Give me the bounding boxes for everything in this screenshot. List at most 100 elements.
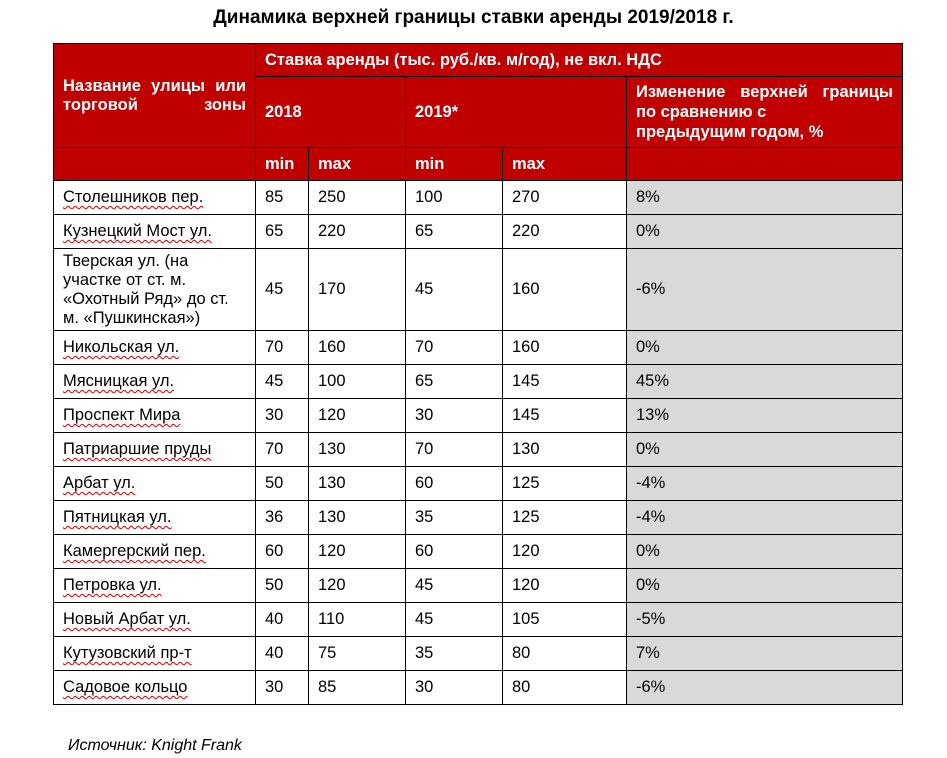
street-name-cell: Кузнецкий Мост ул. (53, 214, 256, 249)
max-2018-header: max (308, 147, 406, 181)
min-2019-cell: 35 (405, 500, 503, 535)
change-cell: 0% (625, 534, 904, 569)
change-cell: -4% (625, 500, 904, 535)
street-name-cell: Петровка ул. (53, 568, 256, 603)
min-2018-cell: 85 (255, 180, 309, 215)
min-2019-cell: 30 (405, 398, 503, 433)
source-note: Источник: Knight Frank (68, 737, 242, 754)
max-2018-cell: 120 (308, 534, 406, 569)
min-2019-cell: 65 (405, 214, 503, 249)
max-2019-cell: 160 (502, 248, 627, 331)
table-row: Столешников пер. 85 250 100 270 8% (53, 180, 904, 215)
street-name-text: Патриаршие пруды (63, 440, 212, 458)
min-2019-cell: 35 (405, 636, 503, 671)
street-name-text: Арбат ул. (63, 474, 136, 492)
max-2018-cell: 170 (308, 248, 406, 331)
min-2019-cell: 45 (405, 248, 503, 331)
street-name-text: Камергерский пер. (63, 542, 206, 560)
change-cell: 7% (625, 636, 904, 671)
street-name-text: Новый Арбат ул. (63, 610, 191, 628)
year-2019-header: 2019* (405, 76, 627, 148)
min-2019-cell: 70 (405, 432, 503, 467)
change-cell: 0% (625, 214, 904, 249)
min-2019-cell: 60 (405, 466, 503, 501)
max-2019-cell: 80 (502, 670, 627, 705)
min-2019-cell: 65 (405, 364, 503, 399)
max-2019-cell: 130 (502, 432, 627, 467)
change-subheader-empty (625, 147, 904, 181)
change-header: Изменение верхней границы по сравнению с… (625, 76, 904, 148)
min-2019-cell: 45 (405, 602, 503, 637)
min-2019-header: min (405, 147, 503, 181)
street-name-cell: Новый Арбат ул. (53, 602, 256, 637)
street-name-text: Садовое кольцо (63, 678, 188, 696)
change-cell: -5% (625, 602, 904, 637)
table-row: Мясницкая ул. 45 100 65 145 45% (53, 364, 904, 399)
min-2018-cell: 40 (255, 636, 309, 671)
street-name-cell: Арбат ул. (53, 466, 256, 501)
min-2018-cell: 70 (255, 432, 309, 467)
street-name-cell: Мясницкая ул. (53, 364, 256, 399)
street-subheader-empty (53, 147, 256, 181)
max-2018-cell: 130 (308, 466, 406, 501)
table-row: Проспект Мира 30 120 30 145 13% (53, 398, 904, 433)
max-2019-cell: 80 (502, 636, 627, 671)
street-name-text: Проспект Мира (63, 406, 181, 424)
street-name-text: Кутузовский пр-т (63, 644, 192, 662)
table-row: Никольская ул. 70 160 70 160 0% (53, 330, 904, 365)
max-2019-cell: 120 (502, 534, 627, 569)
min-2018-cell: 50 (255, 466, 309, 501)
max-2018-cell: 120 (308, 568, 406, 603)
table-row: Петровка ул. 50 120 45 120 0% (53, 568, 904, 603)
change-cell: 8% (625, 180, 904, 215)
street-name-cell: Кутузовский пр-т (53, 636, 256, 671)
min-2019-cell: 70 (405, 330, 503, 365)
max-2018-cell: 250 (308, 180, 406, 215)
street-name-cell: Тверская ул. (на участке от ст. м. «Охот… (53, 248, 256, 331)
min-2018-cell: 45 (255, 248, 309, 331)
min-2019-cell: 60 (405, 534, 503, 569)
max-2019-cell: 145 (502, 398, 627, 433)
street-header: Название улицы или торговой зоны (53, 43, 256, 148)
max-2019-cell: 220 (502, 214, 627, 249)
street-name-text: Никольская ул. (63, 338, 180, 356)
street-name-cell: Проспект Мира (53, 398, 256, 433)
max-2019-cell: 125 (502, 500, 627, 535)
min-2018-cell: 70 (255, 330, 309, 365)
table-row: Пятницкая ул. 36 130 35 125 -4% (53, 500, 904, 535)
min-2018-cell: 36 (255, 500, 309, 535)
street-name-text: Пятницкая ул. (63, 508, 172, 526)
change-cell: 0% (625, 568, 904, 603)
change-cell: 0% (625, 432, 904, 467)
max-2019-cell: 160 (502, 330, 627, 365)
street-name-text: Столешников пер. (63, 188, 204, 206)
max-2019-cell: 120 (502, 568, 627, 603)
rent-table: Название улицы или торговой зоны Ставка … (53, 43, 904, 705)
min-2019-cell: 30 (405, 670, 503, 705)
rate-header: Ставка аренды (тыс. руб./кв. м/год), не … (254, 43, 904, 77)
table-row: Тверская ул. (на участке от ст. м. «Охот… (53, 248, 904, 331)
max-2018-cell: 130 (308, 500, 406, 535)
min-2018-header: min (255, 147, 309, 181)
table-row: Садовое кольцо 30 85 30 80 -6% (53, 670, 904, 705)
street-name-cell: Пятницкая ул. (53, 500, 256, 535)
change-header-last: предыдущим годом, % (636, 123, 824, 141)
max-2019-header: max (502, 147, 627, 181)
street-name-text: Петровка ул. (63, 576, 162, 594)
change-cell: -6% (625, 670, 904, 705)
min-2018-cell: 60 (255, 534, 309, 569)
max-2018-cell: 85 (308, 670, 406, 705)
min-2018-cell: 40 (255, 602, 309, 637)
table-row: Кузнецкий Мост ул. 65 220 65 220 0% (53, 214, 904, 249)
year-2018-header: 2018 (255, 76, 406, 148)
min-2019-cell: 45 (405, 568, 503, 603)
header-row-2: 2018 2019* Изменение верхней границы по … (54, 76, 904, 148)
max-2018-cell: 160 (308, 330, 406, 365)
table-row: Кутузовский пр-т 40 75 35 80 7% (53, 636, 904, 671)
header-row-1: Название улицы или торговой зоны Ставка … (53, 43, 904, 148)
change-cell: 13% (625, 398, 904, 433)
max-2018-cell: 110 (308, 602, 406, 637)
change-header-main: Изменение верхней границы по сравнению с (636, 83, 894, 121)
min-2018-cell: 50 (255, 568, 309, 603)
max-2018-cell: 120 (308, 398, 406, 433)
